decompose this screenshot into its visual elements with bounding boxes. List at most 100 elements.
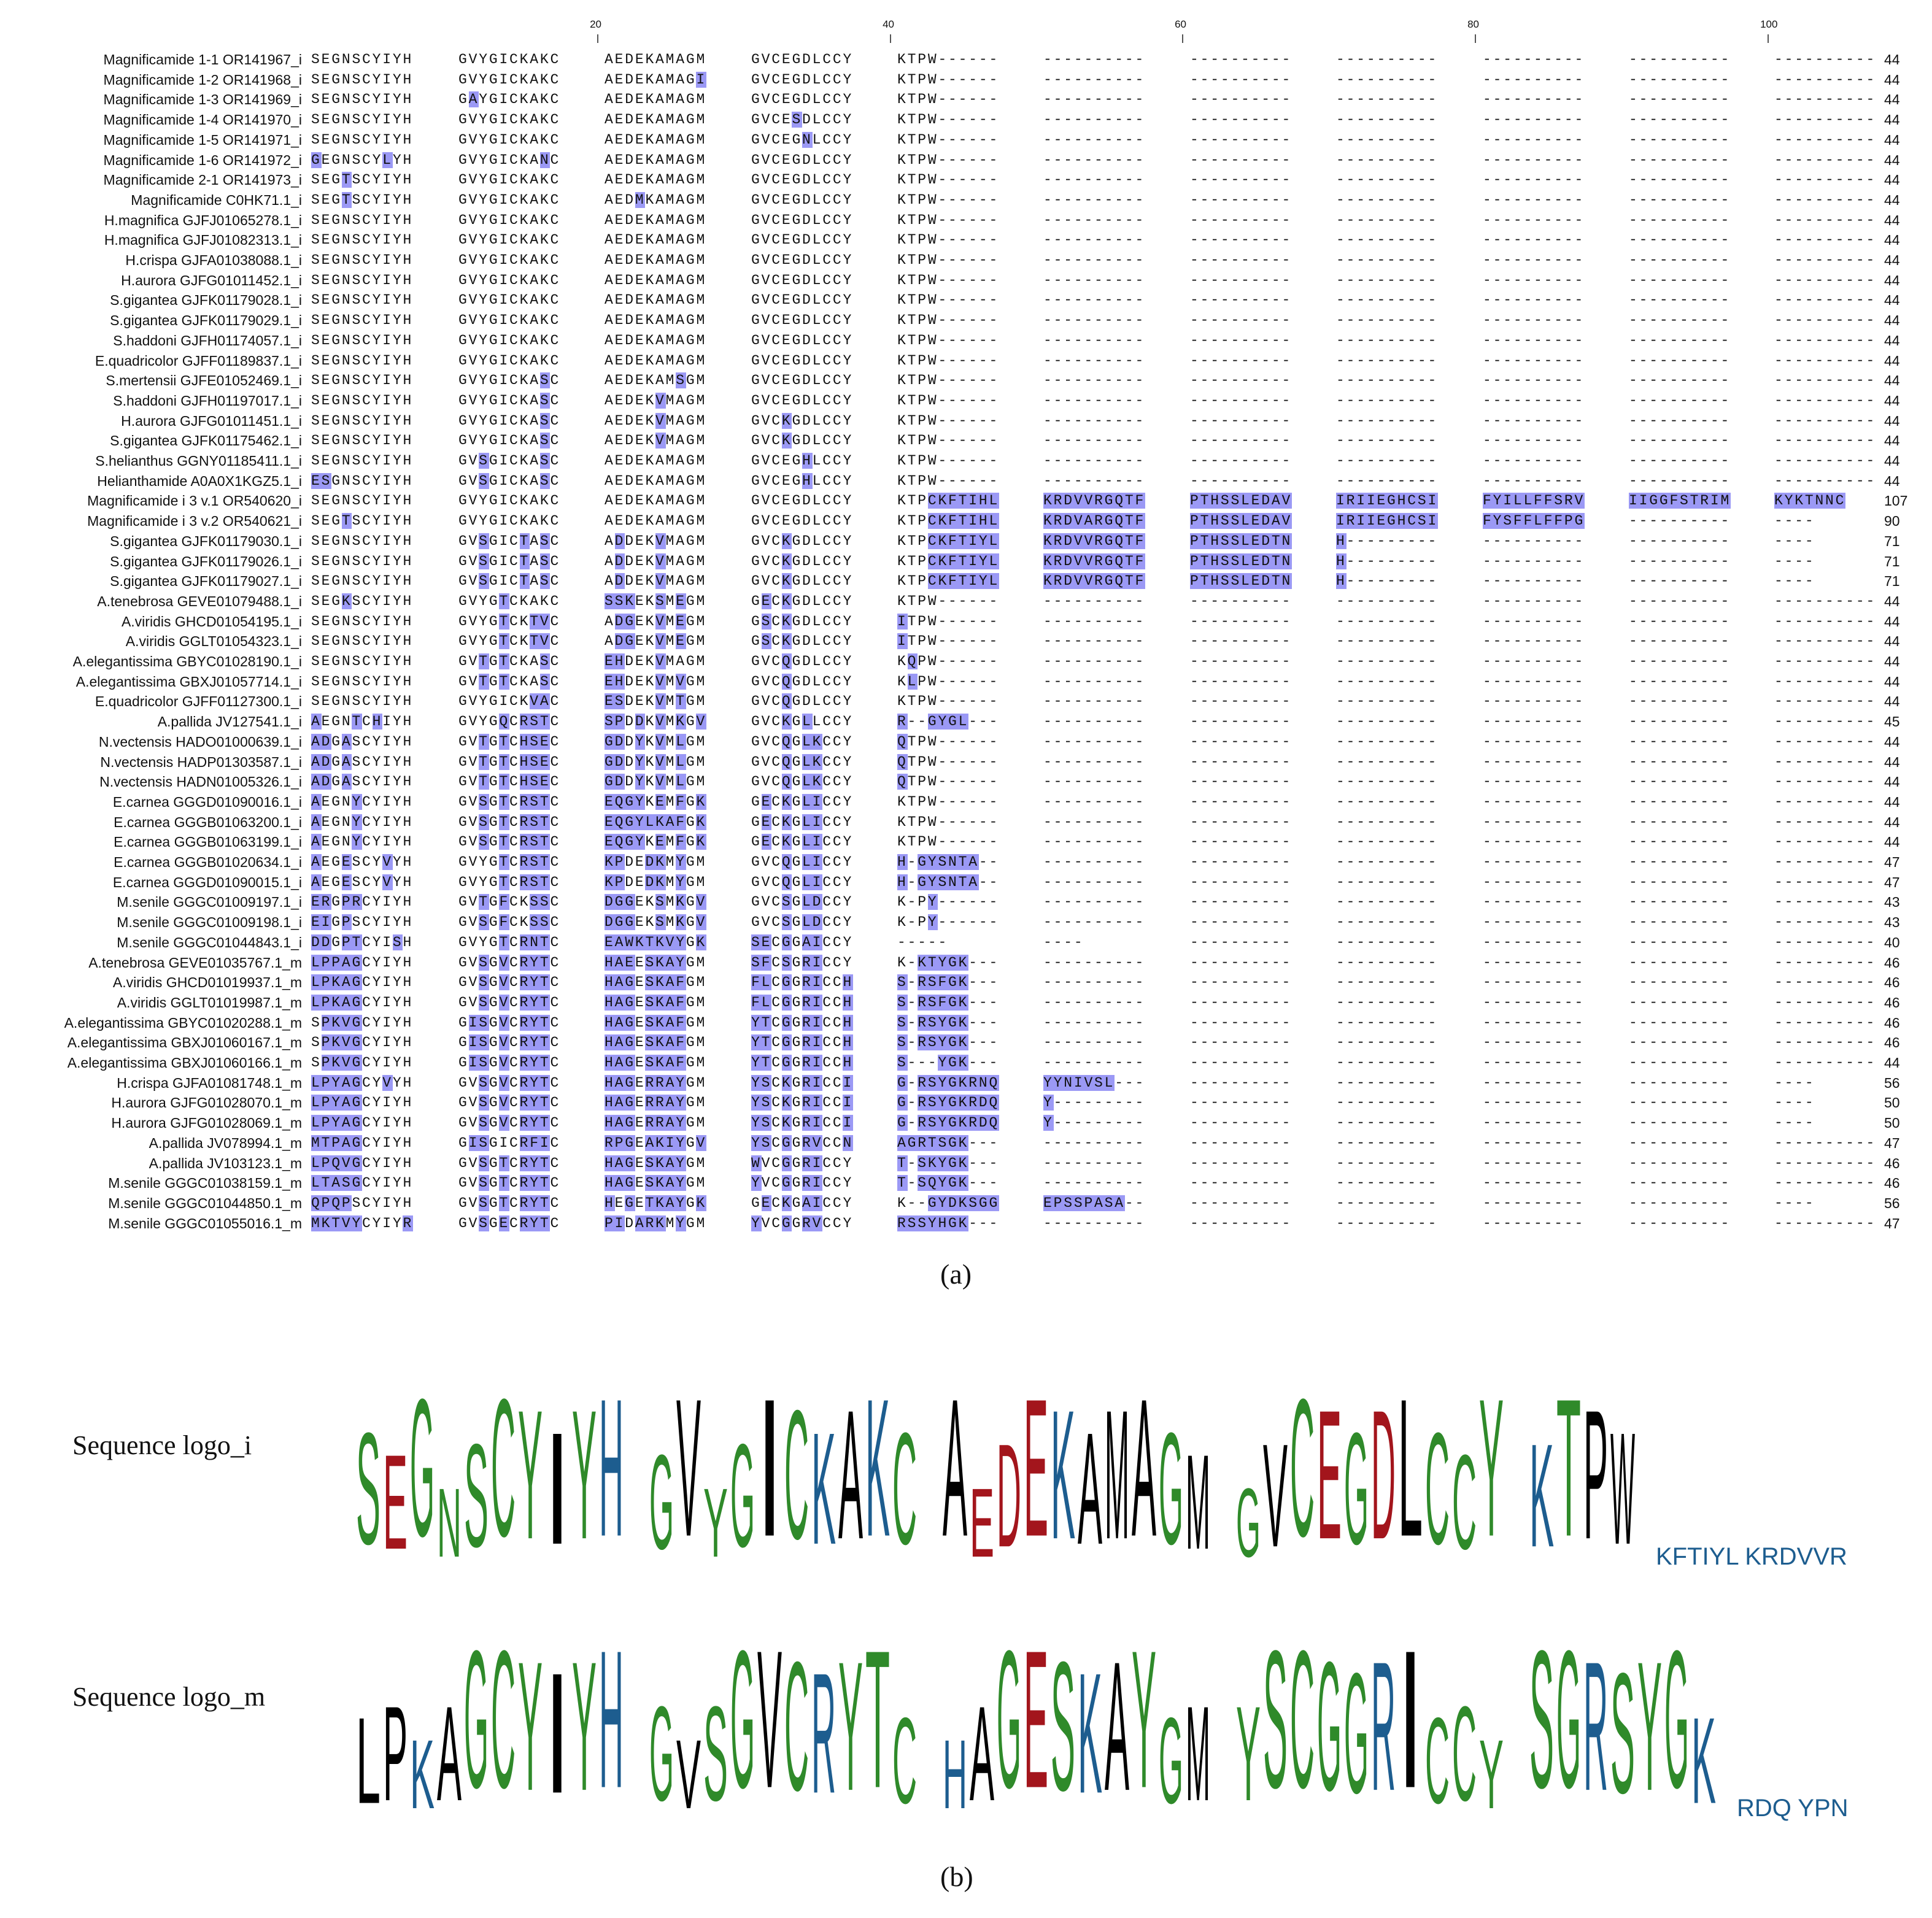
sequence-block: GVYGICKAKC [458, 232, 561, 248]
sequence-block: ---------- [1190, 653, 1293, 669]
sequence-block: ---------- [1190, 232, 1293, 248]
sequence-block: HAGESKAFGM [605, 974, 707, 991]
sequence-block: ---------- [1774, 412, 1877, 429]
sequence-block: AEGESCYVYH [311, 874, 414, 890]
sequence-block: GVCEGDLCCY [751, 272, 854, 288]
sequence-block: AEDEKVMAGM [605, 433, 707, 449]
alignment-row: Magnificamide i 3 v.2 OR540621_i SEGTSCYI… [0, 512, 1932, 531]
sequence-block: EAWKTKVYGK [605, 934, 707, 950]
sequence-block: ---------- [1629, 392, 1731, 409]
sequence-block: ---------- [1629, 533, 1731, 549]
sequence-block: SEGNSCYIYH [311, 693, 414, 710]
sequence-block: ---------- [1629, 52, 1731, 67]
sequence-block: GVCSGLDCCY [751, 894, 854, 911]
sequence-block: ---------- [1629, 372, 1731, 389]
sequence-block: ---------- [1190, 212, 1293, 228]
sequence-length: 47 [1884, 874, 1900, 890]
sequence-length: 44 [1884, 1055, 1900, 1071]
sequence-name: Magnificamide 2-1 OR141973_i [103, 172, 302, 188]
sequence-name: A.pallida JV103123.1_m [149, 1155, 302, 1171]
sequence-block: ---------- [1190, 613, 1293, 630]
sequence-block: GVYGTCKTVC [458, 633, 561, 650]
sequence-block: GVCEGDLCCY [751, 292, 854, 309]
sequence-block: SEGNSCYIYH [311, 653, 414, 669]
sequence-block: GEGNSCYLYH [311, 152, 414, 168]
sequence-block: ---------- [1190, 1134, 1293, 1151]
sequence-block: YTCGGRICCH [751, 1034, 854, 1051]
sequence-block: ---------- [1336, 272, 1439, 288]
logo-letter: E [1317, 1373, 1342, 1571]
sequence-length: 90 [1884, 513, 1900, 530]
sequence-name: N.vectensis HADP01303587.1_i [100, 753, 302, 770]
sequence-block: GVSGTCRSTC [458, 793, 561, 810]
sequence-block: AEDEKAMAGM [605, 493, 707, 509]
sequence-length: 46 [1884, 1034, 1900, 1051]
ruler-tick [1182, 34, 1184, 43]
sequence-block: HAGERRAYGM [605, 1115, 707, 1131]
logo-letter: Y [572, 1373, 597, 1571]
logo-letter: A [1132, 1358, 1156, 1571]
sequence-block: ---------- [1483, 52, 1585, 67]
sequence-block: ---------- [1483, 1195, 1585, 1211]
sequence-length: 44 [1884, 131, 1900, 148]
sequence-block: GVYGICKAKC [458, 272, 561, 288]
sequence-block: ---------- [1629, 814, 1731, 830]
sequence-name: A.tenebrosa GEVE01079488.1_i [97, 593, 302, 609]
logo-letter: H [943, 1720, 967, 1822]
sequence-block: AEGNYCYIYH [311, 793, 414, 810]
alignment-row: A.elegantissima GBYC01020288.1_m SPKVGCYI… [0, 1014, 1932, 1033]
sequence-block: SEGNSCYIYH [311, 71, 414, 88]
sequence-block: GVYGICKAKC [458, 292, 561, 309]
logo-letter: S [356, 1400, 381, 1571]
alignment-row: H.aurora GJFG01011451.1_i SEGNSCYIYH GVYGI… [0, 412, 1932, 431]
logo-tail-letters: KFTIYL KRDVVRGQ [1656, 1543, 1847, 1570]
sequence-block: GVSGTCRSTC [458, 834, 561, 850]
sequence-block: S-RSFGK--- [897, 974, 1000, 991]
logo-letter: C [1452, 1427, 1477, 1571]
sequence-block: ---------- [1190, 854, 1293, 870]
sequence-length: 46 [1884, 974, 1900, 991]
sequence-block: ---------- [1629, 693, 1731, 710]
sequence-block: DGGEKSMKGV [605, 894, 707, 911]
logo-letter: P [383, 1679, 408, 1822]
sequence-block: GVSGECRYTC [458, 1215, 561, 1231]
ruler-tick [890, 34, 892, 43]
alignment-row: E.quadricolor GJFF01127300.1_i SEGNSCYIYH… [0, 692, 1932, 712]
sequence-block: GVYGICKAKC [458, 352, 561, 369]
sequence-block: ---------- [1483, 172, 1585, 188]
sequence-block: YYNIVSL--- [1043, 1074, 1146, 1091]
sequence-block: KTPW------ [897, 834, 1000, 850]
sequence-length: 44 [1884, 753, 1900, 770]
ruler-tick [597, 34, 599, 43]
sequence-block: KTPW------ [897, 71, 1000, 88]
sequence-block: ---------- [1190, 292, 1293, 309]
sequence-block: ---------- [1336, 914, 1439, 931]
sequence-name: A.elegantissima GBXJ01057714.1_i [75, 673, 302, 690]
sequence-block: ---------- [1043, 1134, 1146, 1151]
sequence-block: ---------- [1190, 312, 1293, 329]
sequence-name: S.haddoni GJFH01197017.1_i [113, 392, 302, 409]
sequence-block: ---------- [1336, 974, 1439, 991]
ruler-tick [1475, 34, 1477, 43]
sequence-block: GVTGTCHSEC [458, 733, 561, 750]
sequence-block: ---------- [1190, 714, 1293, 730]
sequence-block: ---------- [1043, 974, 1146, 991]
sequence-block: GVYGICKANC [458, 152, 561, 168]
sequence-block: GVCEGDLCCY [751, 152, 854, 168]
sequence-block: K-PY------ [897, 914, 1000, 931]
sequence-name: H.aurora GJFG01028070.1_m [111, 1095, 302, 1111]
sequence-block: ---------- [1336, 172, 1439, 188]
logo-letter: C [892, 1692, 917, 1822]
sequence-block: S-RSFGK--- [897, 994, 1000, 1011]
sequence-block: ---------- [1043, 1215, 1146, 1231]
sequence-block: ---------- [1190, 52, 1293, 67]
sequence-name: H.magnifica GJFJ01082313.1_i [104, 232, 302, 248]
sequence-block: GVCEGNLCCY [751, 131, 854, 148]
sequence-block: ---------- [1190, 1195, 1293, 1211]
sequence-block: KYKTNNC [1774, 493, 1846, 509]
sequence-name: A.elegantissima GBXJ01060166.1_m [67, 1055, 302, 1071]
logo-letter: A [970, 1679, 994, 1822]
sequence-block: ---------- [1774, 834, 1877, 850]
sequence-length: 44 [1884, 593, 1900, 609]
sequence-block: ---------- [1774, 172, 1877, 188]
